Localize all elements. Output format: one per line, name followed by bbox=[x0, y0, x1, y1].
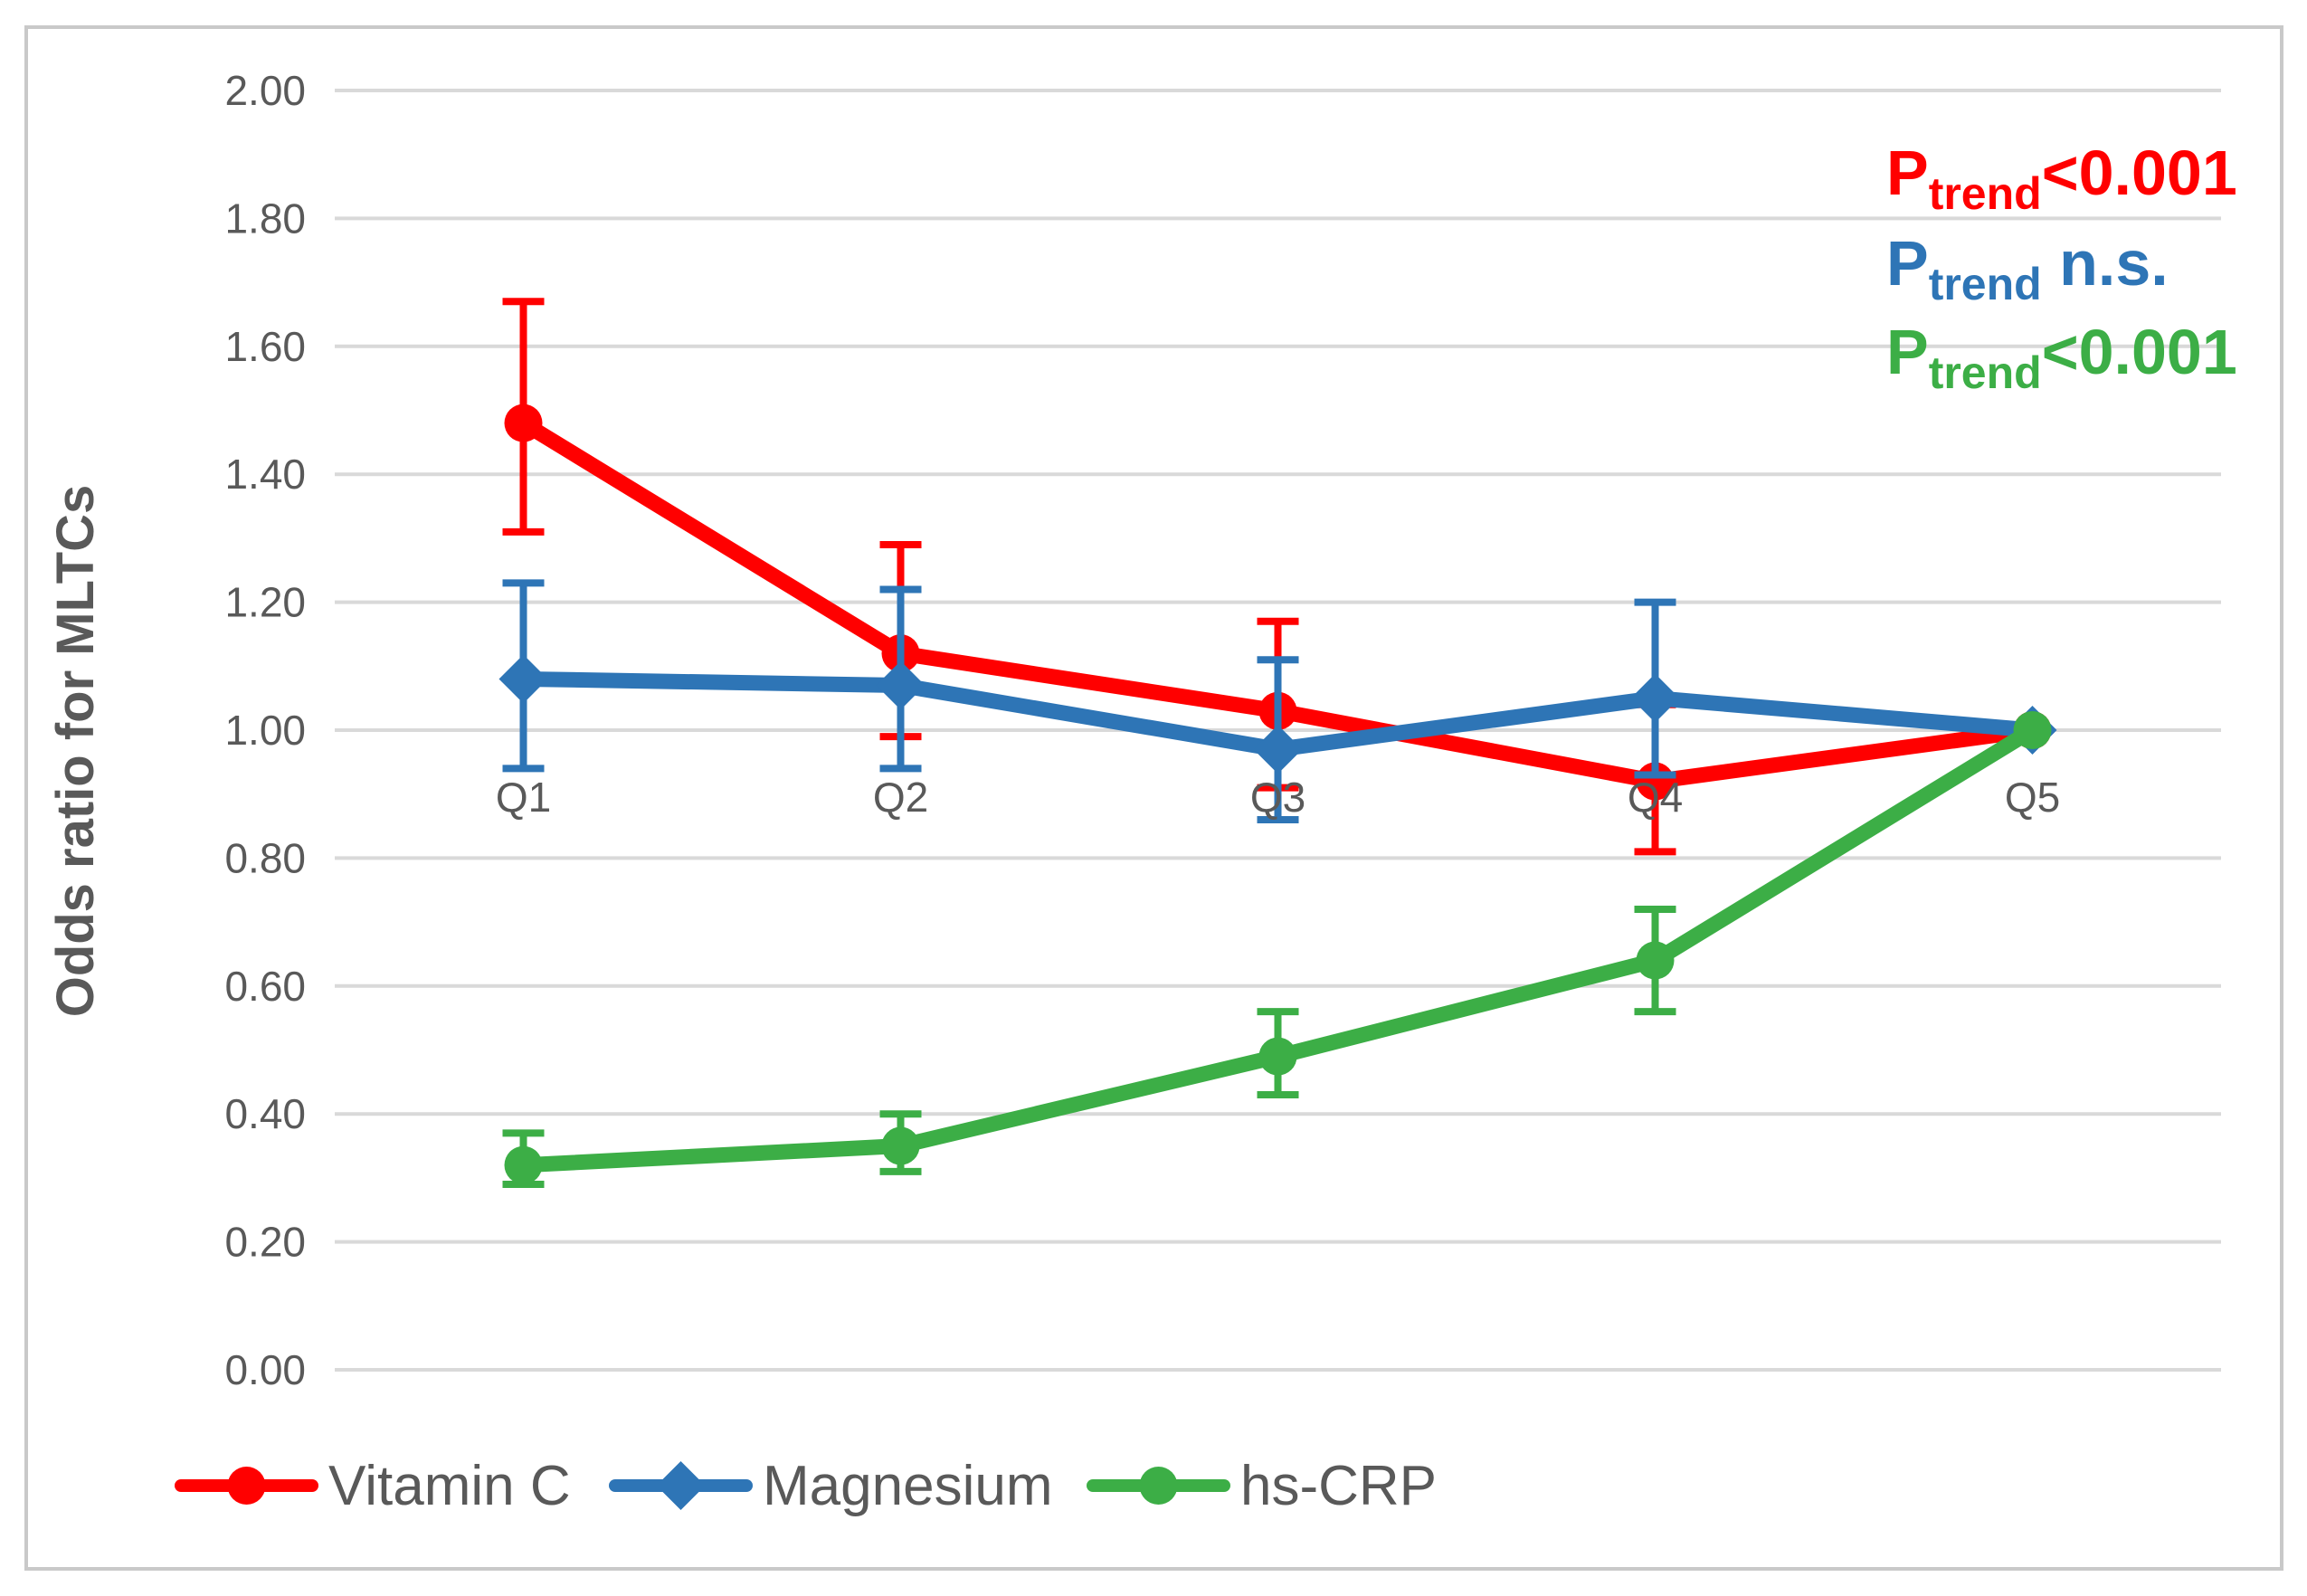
legend-label-vitamin-c: Vitamin C bbox=[328, 1455, 571, 1517]
y-tick-label: 1.20 bbox=[224, 579, 306, 626]
ptrend-annotation-magnesium: Ptrend n.s. bbox=[1886, 228, 2169, 309]
x-category-label-q2: Q2 bbox=[873, 774, 928, 821]
x-category-label-q4: Q4 bbox=[1628, 774, 1683, 821]
y-tick-label: 0.40 bbox=[224, 1090, 306, 1137]
x-category-label-q3: Q3 bbox=[1250, 774, 1305, 821]
x-category-label-q1: Q1 bbox=[496, 774, 551, 821]
y-tick-label: 2.00 bbox=[224, 67, 306, 114]
series-magnesium bbox=[498, 579, 2057, 823]
y-tick-label: 1.80 bbox=[224, 195, 306, 242]
y-tick-label: 1.60 bbox=[224, 323, 306, 370]
data-point-hs-crp-q1 bbox=[504, 1145, 543, 1184]
data-point-magnesium-q3 bbox=[1253, 725, 1303, 774]
legend-item-hs-crp: hs-CRP bbox=[1087, 1455, 1437, 1517]
legend-item-vitamin-c: Vitamin C bbox=[175, 1455, 571, 1517]
data-point-vitamin-c-q1 bbox=[504, 404, 543, 442]
y-tick-label: 1.00 bbox=[224, 707, 306, 754]
legend-marker-vitamin-c bbox=[227, 1467, 266, 1505]
legend-label-hs-crp: hs-CRP bbox=[1240, 1455, 1437, 1517]
legend-marker-hs-crp bbox=[1139, 1467, 1178, 1505]
legend-marker-magnesium bbox=[656, 1461, 706, 1510]
data-point-magnesium-q1 bbox=[498, 654, 548, 704]
y-axis-title: Odds ratio for MLTCs bbox=[46, 485, 105, 1018]
data-point-hs-crp-q5 bbox=[2013, 711, 2052, 749]
ptrend-annotation-vitamin-c: Ptrend<0.001 bbox=[1886, 138, 2237, 219]
y-tick-label: 0.20 bbox=[224, 1219, 306, 1266]
x-category-label-q5: Q5 bbox=[2005, 774, 2060, 821]
y-tick-label: 1.40 bbox=[224, 451, 306, 498]
ptrend-annotation-hs-crp: Ptrend<0.001 bbox=[1886, 317, 2237, 398]
data-point-hs-crp-q2 bbox=[881, 1126, 920, 1165]
legend-item-magnesium: Magnesium bbox=[609, 1455, 1052, 1517]
data-point-magnesium-q4 bbox=[1630, 673, 1680, 723]
data-point-hs-crp-q4 bbox=[1636, 941, 1675, 980]
data-point-hs-crp-q3 bbox=[1258, 1037, 1297, 1076]
data-point-magnesium-q2 bbox=[876, 660, 926, 710]
y-tick-label: 0.60 bbox=[224, 963, 306, 1010]
legend-label-magnesium: Magnesium bbox=[763, 1455, 1052, 1517]
series-hs-crp bbox=[502, 711, 2052, 1188]
y-tick-label: 0.80 bbox=[224, 834, 306, 881]
y-tick-label: 0.00 bbox=[224, 1346, 306, 1393]
figure-border bbox=[24, 25, 2283, 1571]
